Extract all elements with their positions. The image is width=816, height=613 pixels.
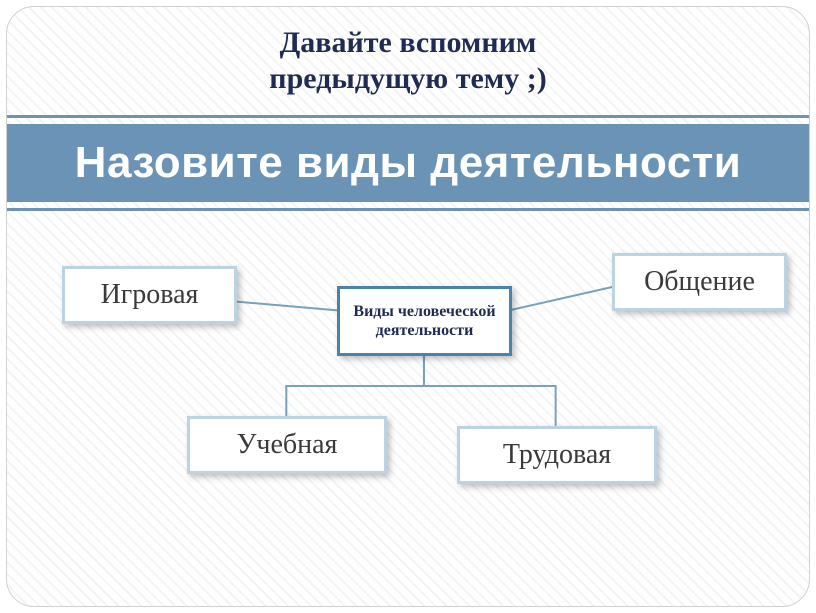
- banner-text: Назовите виды деятельности: [75, 138, 742, 187]
- slide-frame: Давайте вспомним предыдущую тему ;) Назо…: [6, 6, 810, 607]
- node-center: Виды человеческой деятельности: [337, 286, 512, 356]
- edge-uchebnaya: [286, 356, 424, 416]
- title-line-1: Давайте вспомним: [7, 25, 809, 61]
- node-trudovaya: Трудовая: [457, 426, 657, 484]
- title-line-2: предыдущую тему ;): [7, 61, 809, 97]
- banner-body: Назовите виды деятельности: [7, 124, 809, 202]
- edge-trudovaya: [424, 356, 556, 426]
- banner-rule-top: [7, 115, 809, 118]
- edge-igrovaya: [231, 301, 346, 311]
- node-igrovaya: Игровая: [62, 266, 237, 324]
- banner: Назовите виды деятельности: [7, 115, 809, 211]
- node-obshenie: Общение: [612, 253, 787, 311]
- diagram: Виды человеческой деятельности Игровая Общ…: [7, 211, 809, 541]
- edge-obshenie: [506, 286, 616, 311]
- node-uchebnaya: Учебная: [187, 416, 387, 474]
- slide-title: Давайте вспомним предыдущую тему ;): [7, 7, 809, 97]
